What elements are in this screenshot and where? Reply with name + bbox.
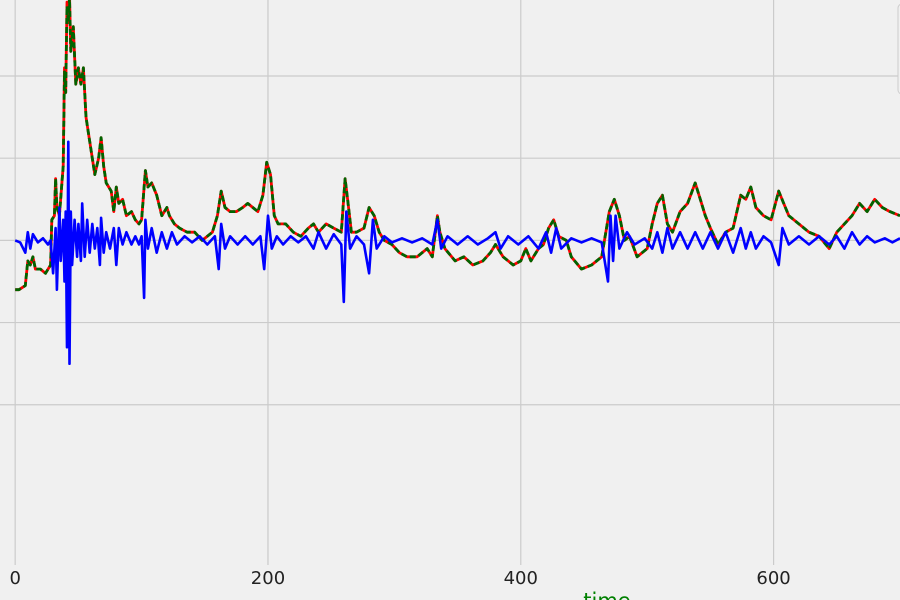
- data-lines: [14, 0, 900, 365]
- series-line-residual: [14, 140, 900, 365]
- x-tick-label: 200: [251, 568, 285, 589]
- x-tick-label: 0: [9, 568, 20, 589]
- x-axis-label: time: [583, 589, 630, 600]
- x-tick-label: 400: [504, 568, 538, 589]
- series-line-fitted: [15, 0, 900, 292]
- x-tick-label: 600: [756, 568, 790, 589]
- x-tick-labels: 0 200 400 600: [9, 568, 790, 589]
